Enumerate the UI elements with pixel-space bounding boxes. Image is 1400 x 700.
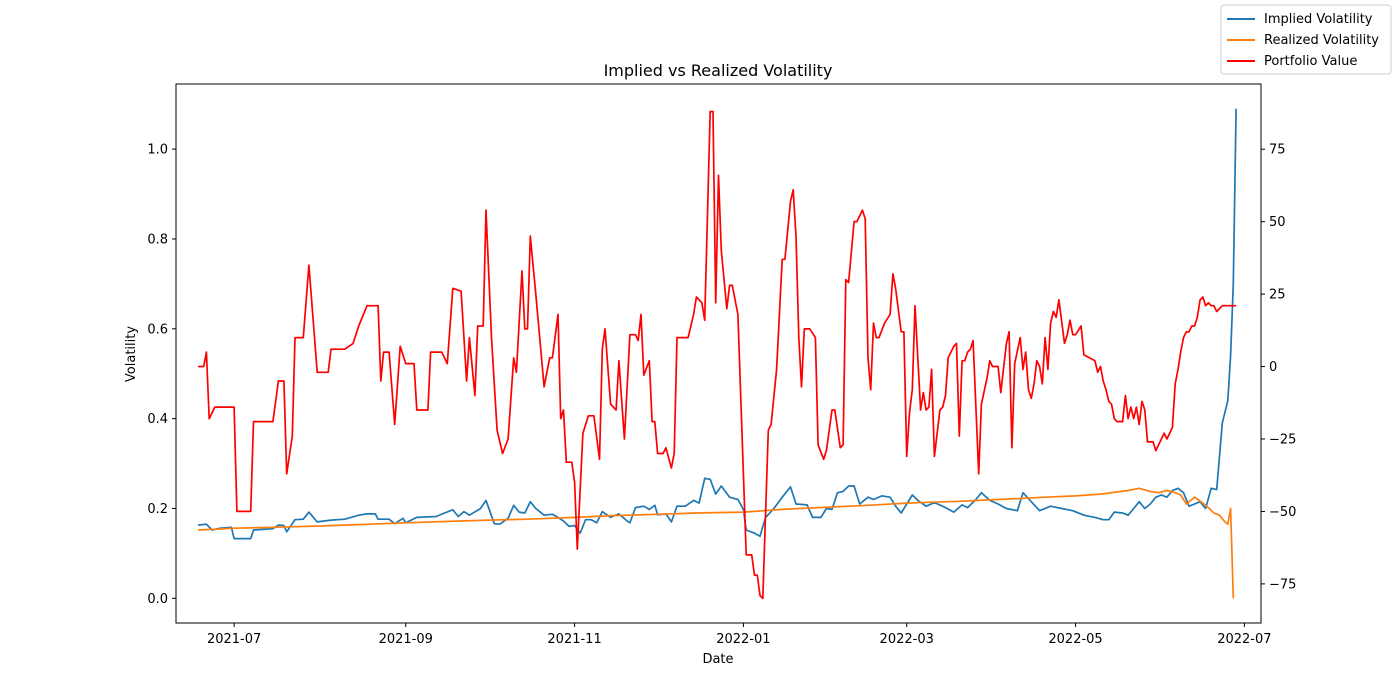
x-tick-label: 2022-01 bbox=[716, 632, 770, 647]
x-tick-label: 2022-07 bbox=[1217, 632, 1271, 647]
x-axis: 2021-07 2021-09 2021-11 2022-01 2022-03 2022-… bbox=[207, 623, 1272, 647]
y-axis-right: −75 −50 −25 0 25 50 75 bbox=[1261, 143, 1296, 592]
series-line-implied-volatility bbox=[198, 108, 1237, 540]
legend: Implied Volatility Realized Volatility P… bbox=[1220, 4, 1392, 75]
legend-label-portfolio: Portfolio Value bbox=[1264, 54, 1357, 69]
y2-tick-label: −75 bbox=[1269, 577, 1296, 592]
y2-tick-label: 50 bbox=[1269, 215, 1286, 230]
x-tick-label: 2022-03 bbox=[880, 632, 934, 647]
y2-tick-label: 75 bbox=[1269, 143, 1286, 158]
x-tick-label: 2022-05 bbox=[1048, 632, 1102, 647]
series-layer bbox=[198, 108, 1237, 600]
y-tick-label: 0.8 bbox=[147, 232, 168, 247]
y-axis-title: Volatility bbox=[124, 326, 139, 382]
x-tick-label: 2021-07 bbox=[207, 632, 261, 647]
y-tick-label: 1.0 bbox=[147, 143, 168, 158]
legend-label-realized: Realized Volatility bbox=[1264, 33, 1379, 48]
x-tick-label: 2021-09 bbox=[379, 632, 433, 647]
y2-tick-label: −50 bbox=[1269, 505, 1296, 520]
y-axis-left: 0.0 0.2 0.4 0.6 0.8 1.0 bbox=[147, 143, 176, 607]
y-tick-label: 0.6 bbox=[147, 322, 168, 337]
y2-tick-label: 25 bbox=[1269, 288, 1286, 303]
legend-label-implied: Implied Volatility bbox=[1264, 12, 1373, 27]
series-line-realized-volatility bbox=[198, 487, 1235, 599]
y-tick-label: 0.2 bbox=[147, 502, 168, 517]
y-tick-label: 0.4 bbox=[147, 412, 168, 427]
x-axis-title: Date bbox=[702, 652, 733, 667]
y2-tick-label: 0 bbox=[1269, 360, 1277, 375]
plot-frame bbox=[175, 83, 1262, 624]
y-tick-label: 0.0 bbox=[147, 592, 168, 607]
y2-tick-label: −25 bbox=[1269, 432, 1296, 447]
series-line-portfolio-value bbox=[198, 110, 1237, 600]
x-tick-label: 2021-11 bbox=[547, 632, 601, 647]
chart-title: Implied vs Realized Volatility bbox=[604, 61, 833, 80]
legend-box bbox=[1220, 4, 1392, 75]
